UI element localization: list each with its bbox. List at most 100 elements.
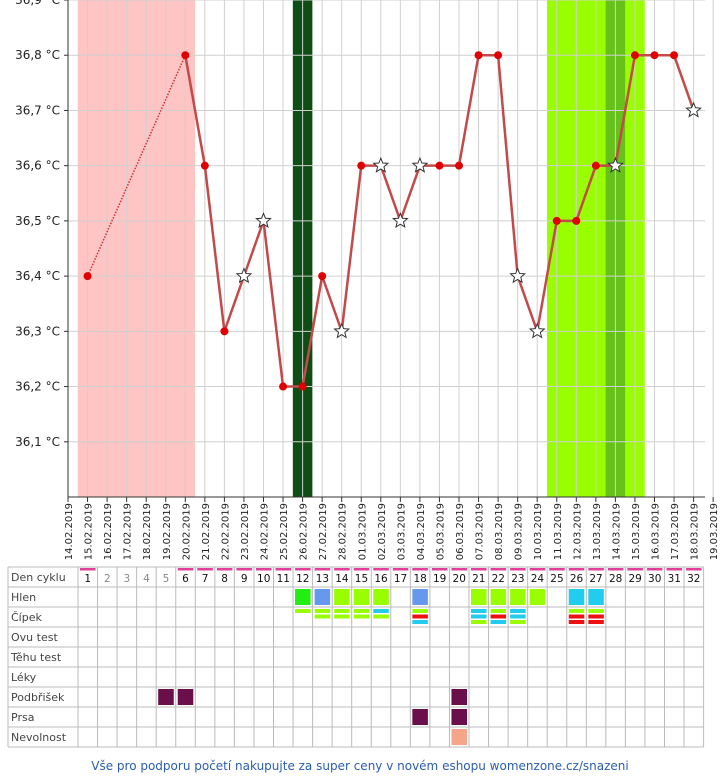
- temperature-segment: [672, 54, 695, 111]
- temperature-segment: [301, 275, 324, 387]
- table-day-number: 22: [492, 573, 505, 585]
- cipek-stripe: [412, 614, 428, 619]
- day-recorded-mark: [431, 568, 448, 571]
- day-recorded-mark: [216, 568, 233, 571]
- day-recorded-mark: [275, 568, 292, 571]
- temperature-point-star: [509, 267, 527, 284]
- day-recorded-mark: [588, 568, 604, 571]
- temperature-segment: [575, 165, 598, 222]
- day-recorded-mark: [177, 568, 194, 571]
- cipek-stripe: [510, 620, 526, 624]
- chart-axes: 36,1 °C 36,2 °C 36,3 °C 36,4 °C 36,5 °C 36,6 …: [15, 0, 720, 560]
- hlen-swatch: [314, 589, 331, 605]
- nevolnost-swatch: [451, 729, 467, 745]
- hlen-swatch: [353, 589, 370, 605]
- temperature-point: [200, 161, 209, 170]
- temperature-series: [83, 51, 703, 391]
- table-day-number: 7: [202, 573, 209, 585]
- cipek-stripe: [588, 620, 604, 624]
- table-row-label: Podbřišek: [11, 691, 65, 704]
- x-tick-label: 09.03.2019: [514, 503, 525, 560]
- x-tick-label: 17.03.2019: [670, 503, 681, 560]
- table-row-label: Den cyklu: [11, 571, 66, 584]
- day-recorded-mark: [353, 568, 370, 571]
- y-tick-label: 36,5 °C: [15, 214, 60, 228]
- table-row-label: Prsa: [11, 711, 34, 724]
- y-tick-label: 36,7 °C: [15, 103, 60, 117]
- temperature-segment: [223, 275, 246, 332]
- cipek-stripe: [490, 609, 507, 613]
- y-tick-label: 36,9 °C: [15, 0, 60, 7]
- x-tick-label: 12.03.2019: [572, 503, 583, 560]
- day-recorded-mark: [549, 568, 565, 571]
- table-day-number: 26: [570, 573, 584, 585]
- x-tick-label: 07.03.2019: [475, 503, 486, 560]
- temperature-segment: [496, 55, 519, 277]
- day-recorded-mark: [666, 568, 683, 571]
- cipek-stripe: [471, 609, 487, 613]
- x-tick-label: 18.03.2019: [690, 503, 701, 560]
- table-day-number: 8: [221, 573, 228, 585]
- cipek-stripe: [412, 620, 428, 624]
- temperature-segment: [320, 275, 343, 332]
- temperature-point: [279, 382, 288, 391]
- table-day-number: 24: [531, 573, 545, 585]
- x-tick-label: 10.03.2019: [533, 503, 544, 560]
- y-tick-label: 36,2 °C: [15, 380, 60, 394]
- cipek-stripe: [510, 614, 526, 619]
- temperature-point: [552, 216, 561, 225]
- day-recorded-mark: [646, 568, 663, 571]
- day-recorded-mark: [686, 568, 702, 571]
- temperature-segment: [535, 220, 558, 332]
- hlen-swatch: [412, 589, 428, 605]
- x-tick-label: 01.03.2019: [357, 503, 368, 560]
- hlen-swatch: [490, 589, 507, 605]
- temperature-point: [318, 272, 327, 281]
- day-recorded-mark: [451, 568, 467, 571]
- day-recorded-mark: [314, 568, 331, 571]
- temperature-point: [670, 51, 679, 60]
- temperature-point: [474, 51, 483, 60]
- temperature-point: [591, 161, 600, 170]
- temperature-point-star: [411, 156, 429, 173]
- table-day-number: 19: [433, 573, 446, 585]
- temperature-segment: [203, 165, 226, 332]
- podbrisek-swatch: [177, 689, 194, 705]
- x-tick-label: 03.03.2019: [396, 503, 407, 560]
- day-recorded-mark: [510, 568, 526, 571]
- cipek-stripe: [588, 614, 604, 619]
- cipek-stripe: [568, 620, 585, 624]
- temperature-point-star: [333, 322, 351, 339]
- symptom-table: Den cyklu Hlen Čípek Ovu test Těhu test Léky P…: [7, 566, 705, 748]
- temperature-point: [572, 216, 581, 225]
- x-tick-label: 21.02.2019: [201, 503, 212, 560]
- temperature-point: [181, 51, 190, 60]
- footer-link[interactable]: Vše pro podporu početí nakupujte za supe…: [91, 759, 629, 773]
- table-day-number: 27: [589, 573, 602, 585]
- hlen-swatch: [510, 589, 526, 605]
- table-day-number: 28: [609, 573, 622, 585]
- x-tick-label: 23.02.2019: [240, 503, 251, 560]
- table-day-number: 12: [296, 573, 309, 585]
- x-tick-label: 18.02.2019: [142, 503, 153, 560]
- x-tick-label: 06.03.2019: [455, 503, 466, 560]
- podbrisek-swatch: [158, 689, 174, 705]
- prsa-swatch: [412, 709, 428, 725]
- x-tick-label: 14.02.2019: [64, 503, 75, 560]
- table-row-label: Ovu test: [11, 631, 58, 644]
- table-day-number: 11: [277, 573, 290, 585]
- day-recorded-mark: [412, 568, 428, 571]
- table-row-label: Hlen: [11, 591, 36, 604]
- temperature-segment: [379, 165, 402, 222]
- day-recorded-mark: [529, 568, 546, 571]
- table-day-number: 13: [316, 573, 329, 585]
- x-tick-label: 19.02.2019: [162, 503, 173, 560]
- temperature-point: [650, 51, 659, 60]
- temperature-point-star: [235, 267, 253, 284]
- y-tick-label: 36,8 °C: [15, 48, 60, 62]
- table-day-number: 6: [182, 573, 189, 585]
- table-day-number: 32: [687, 573, 700, 585]
- temperature-segment: [242, 220, 265, 277]
